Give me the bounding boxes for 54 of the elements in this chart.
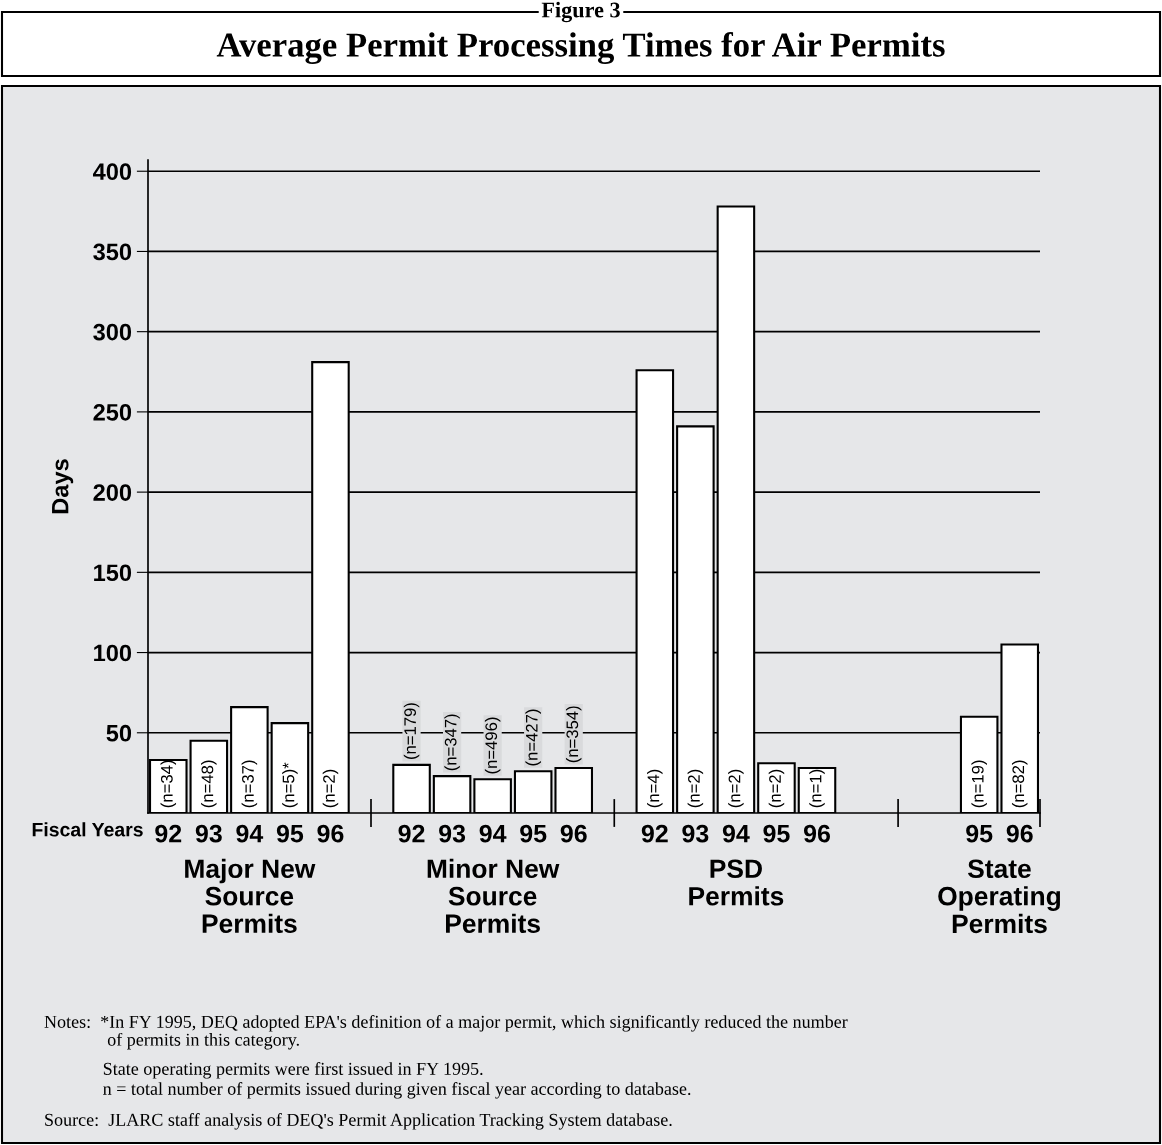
annotation: (n=179) bbox=[403, 703, 420, 760]
x-tick-label: 96 bbox=[317, 824, 344, 843]
x-tick-label: 93 bbox=[682, 824, 709, 843]
x-tick-label: 95 bbox=[276, 824, 304, 843]
y-tick-label: 350 bbox=[93, 243, 132, 261]
y-tick-label: 250 bbox=[93, 403, 132, 421]
text: PSD Permits bbox=[689, 859, 784, 906]
annotation: (n=48) bbox=[201, 760, 217, 808]
x-tick-label: 96 bbox=[803, 824, 830, 843]
annotation: (n=2) bbox=[687, 769, 704, 808]
x-tick-label: 95 bbox=[966, 824, 993, 843]
annotation: (n=2) bbox=[728, 769, 744, 808]
y-tick-label: 400 bbox=[93, 163, 132, 181]
x-tick-label: 92 bbox=[641, 824, 668, 843]
chart-title: Figure 3 bbox=[541, 1, 620, 23]
x-tick-label: 96 bbox=[1006, 824, 1033, 843]
text: State operating permits were first issued in FY 1995. bbox=[103, 1062, 483, 1079]
annotation: (n=427) bbox=[525, 709, 541, 766]
y-tick-label: 50 bbox=[106, 724, 132, 742]
text: State Operating Permits bbox=[938, 859, 1061, 934]
annotation: (n=354) bbox=[565, 706, 582, 763]
x-tick-label: 93 bbox=[439, 824, 466, 843]
x-tick-label: 96 bbox=[560, 824, 587, 843]
annotation: (n=2) bbox=[322, 769, 339, 808]
y-tick-label: 200 bbox=[93, 484, 132, 501]
annotation: (n=19) bbox=[971, 760, 987, 808]
text: n = total number of permits issued during given fiscal year according to database. bbox=[103, 1082, 691, 1099]
y-tick-label: 150 bbox=[94, 564, 132, 582]
x-tick-label: 94 bbox=[479, 824, 507, 843]
x-tick-label: 94 bbox=[236, 824, 264, 843]
y-tick-label: 100 bbox=[94, 644, 132, 662]
source-note: Source: JLARC staff analysis of DEQ's Permit Application Tracking System database. bbox=[45, 1113, 672, 1130]
x-tick-label: 95 bbox=[763, 824, 790, 843]
annotation: (n=34) bbox=[160, 760, 177, 808]
x-tick-label: 92 bbox=[398, 824, 425, 843]
annotation: (n=5)* bbox=[282, 762, 298, 808]
x-tick-label: 94 bbox=[722, 824, 750, 843]
y-tick-label: 300 bbox=[93, 323, 132, 341]
x-tick-label: 93 bbox=[195, 824, 222, 843]
text: Notes: *In FY 1995, DEQ adopted EPA's definition of a major permit, which significantly reduced the number of permits in this category. bbox=[44, 1015, 848, 1050]
annotation: (n=1) bbox=[809, 769, 825, 808]
y-axis-title: Days bbox=[52, 459, 74, 514]
annotation: (n=347) bbox=[444, 714, 460, 771]
annotation: (n=82) bbox=[1011, 760, 1028, 808]
annotation: (n=2) bbox=[768, 769, 785, 808]
x-tick-label: 92 bbox=[155, 824, 182, 843]
text: Major New Source Permits bbox=[185, 858, 316, 934]
annotation: (n=4) bbox=[647, 769, 663, 808]
annotation: (n=37) bbox=[241, 760, 258, 808]
x-axis-title: Fiscal Years bbox=[32, 822, 143, 837]
chart-subtitle: Average Permit Processing Times for Air Permits bbox=[216, 31, 945, 65]
text: Minor New Source Permits bbox=[427, 858, 560, 934]
x-tick-label: 95 bbox=[520, 824, 547, 843]
annotation: (n=496) bbox=[484, 717, 501, 774]
